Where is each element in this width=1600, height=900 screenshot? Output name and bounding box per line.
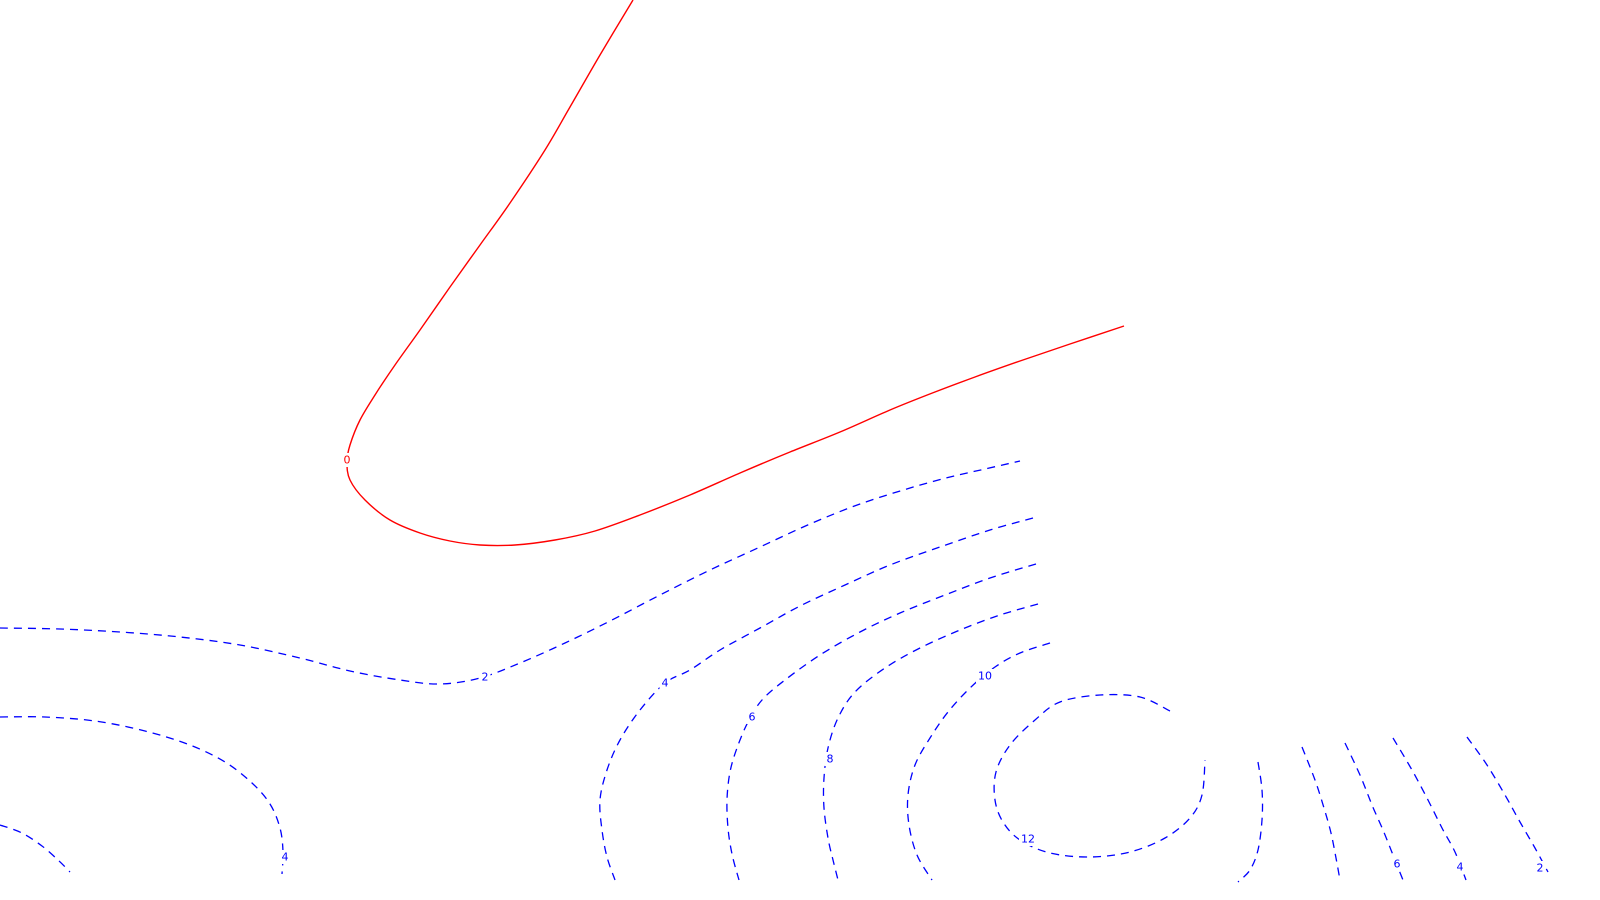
contour-label-8: 8 (827, 753, 834, 766)
contour-line-level-2-segment-3 (0, 824, 71, 873)
contour-label-4: 4 (662, 677, 669, 690)
contour-label-backdrop (279, 850, 291, 864)
contour-label-backdrop (976, 669, 994, 683)
contour-line-level-12-segment-1 (993, 693, 1206, 858)
contour-line-level-6-segment-1 (726, 563, 1037, 881)
contour-label-backdrop (479, 670, 491, 684)
contour-line-level-4-segment-1 (599, 517, 1034, 881)
contour-label-2: 2 (482, 671, 489, 684)
contour-label-4: 4 (282, 851, 289, 864)
contour-label-6: 6 (1394, 858, 1401, 871)
contour-label-backdrop (1391, 857, 1403, 871)
contour-label-backdrop (1019, 832, 1037, 846)
contour-label-4: 4 (1457, 861, 1464, 874)
contour-label-backdrop (746, 710, 758, 724)
contour-label-12: 12 (1021, 833, 1035, 846)
contour-label-6: 6 (749, 711, 756, 724)
contour-label-backdrop (1454, 860, 1466, 874)
contour-label-2: 2 (1537, 862, 1544, 875)
contour-label-10: 10 (978, 670, 992, 683)
contour-line-level-10-segment-2 (1237, 761, 1264, 883)
contour-line-level-2-segment-2 (0, 716, 284, 875)
contour-labels: 0 2 2 4 4 4 6 6 8 10 12 (279, 453, 1546, 875)
contour-label-backdrop (659, 676, 671, 690)
contour-label-backdrop (824, 752, 836, 766)
contour-label-backdrop (1534, 861, 1546, 875)
contour-label-0: 0 (344, 454, 351, 467)
contour-label-backdrop (341, 453, 353, 467)
contour-line-level-8-segment-1 (822, 603, 1039, 881)
contour-line-level-10-segment-1 (906, 642, 1051, 881)
contour-line-level-0-segment-1 (346, 0, 1125, 547)
contour-line-level-6-segment-2 (1344, 742, 1404, 881)
contour-line-level-4-segment-2 (1392, 737, 1467, 881)
contour-line-level-2-segment-1 (0, 460, 1021, 685)
contour-line-level-2-segment-4 (1466, 736, 1549, 873)
contour-line-level-8-segment-2 (1301, 746, 1341, 881)
contour-lines (0, 0, 1549, 883)
